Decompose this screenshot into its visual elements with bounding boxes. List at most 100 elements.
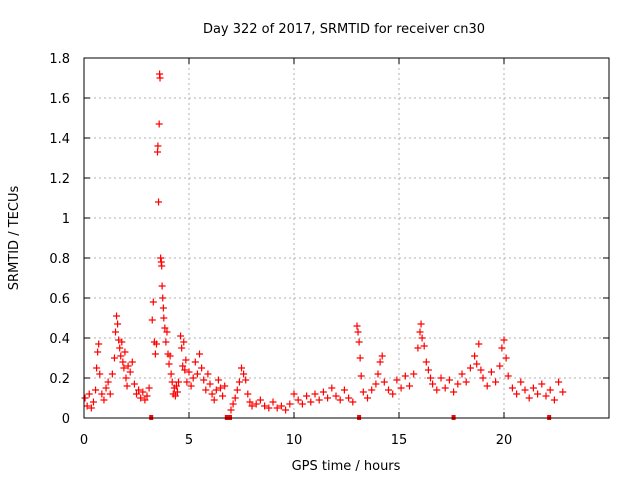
data-point	[269, 398, 277, 406]
chart-title: Day 322 of 2017, SRMTID for receiver cn3…	[203, 22, 485, 37]
data-point	[282, 406, 290, 414]
data-point	[389, 390, 397, 398]
data-point	[212, 386, 220, 394]
data-point	[149, 298, 157, 306]
data-point	[155, 198, 163, 206]
data-point	[130, 380, 138, 388]
x-tick-label: 20	[496, 433, 513, 448]
data-point	[110, 354, 118, 362]
data-point	[87, 404, 95, 412]
x-tick-label: 5	[185, 433, 193, 448]
data-point	[202, 386, 210, 394]
data-point	[542, 392, 550, 400]
data-point	[393, 376, 401, 384]
data-point	[498, 344, 506, 352]
data-point	[177, 332, 185, 340]
data-point	[217, 384, 224, 392]
data-point	[231, 394, 239, 402]
data-point	[162, 338, 170, 346]
data-point	[492, 378, 500, 386]
data-point	[233, 386, 241, 394]
data-point	[424, 366, 432, 374]
data-point	[119, 358, 127, 366]
data-point	[265, 404, 273, 412]
data-point	[546, 386, 554, 394]
data-point	[126, 368, 134, 376]
data-point	[117, 352, 125, 360]
data-point	[354, 328, 362, 336]
data-point	[534, 390, 542, 398]
data-point	[475, 340, 483, 348]
data-point	[219, 392, 227, 400]
data-point	[359, 388, 367, 396]
data-point	[106, 390, 114, 398]
data-point	[307, 398, 315, 406]
y-tick-labels: 0 0.2 0.4 0.6 0.8 1 1.2 1.4 1.6 1.8	[49, 52, 70, 427]
data-point	[414, 344, 422, 352]
data-point	[479, 374, 487, 382]
data-point	[206, 380, 214, 388]
data-point	[504, 372, 512, 380]
data-point	[113, 312, 121, 320]
data-point	[235, 378, 243, 386]
data-point	[121, 348, 129, 356]
data-point	[183, 378, 191, 386]
data-point	[204, 370, 212, 378]
x-tick-label: 15	[391, 433, 408, 448]
data-point	[445, 376, 453, 384]
data-point	[303, 392, 311, 400]
data-point	[166, 352, 174, 360]
data-point	[328, 384, 336, 392]
data-point	[240, 370, 248, 378]
data-point	[145, 384, 153, 392]
data-point	[332, 392, 340, 400]
data-point	[229, 400, 237, 408]
data-point	[151, 350, 159, 358]
data-point	[418, 334, 426, 342]
data-point	[483, 382, 491, 390]
data-point	[315, 396, 323, 404]
y-tick-label: 1	[62, 212, 70, 227]
data-point	[157, 254, 165, 262]
data-point	[559, 388, 567, 396]
data-point	[98, 390, 106, 398]
data-point	[200, 376, 208, 384]
data-point	[368, 386, 376, 394]
data-point	[349, 398, 357, 406]
data-point	[355, 338, 363, 346]
data-point	[154, 142, 162, 150]
data-point	[311, 390, 319, 398]
data-point	[422, 358, 430, 366]
x-tick-label: 0	[80, 433, 88, 448]
data-point	[248, 402, 256, 410]
data-point	[89, 398, 97, 406]
data-point	[102, 384, 110, 392]
data-point	[517, 378, 525, 386]
data-point	[208, 390, 216, 398]
data-point	[378, 352, 386, 360]
data-point	[172, 382, 180, 390]
data-point	[156, 74, 164, 82]
data-point	[420, 342, 428, 350]
data-point	[100, 396, 108, 404]
data-point	[160, 314, 168, 322]
data-point	[273, 404, 281, 412]
data-point	[185, 368, 193, 376]
data-point	[178, 344, 186, 352]
data-point	[454, 380, 462, 388]
data-point	[143, 392, 151, 400]
data-point	[242, 376, 250, 384]
data-point	[417, 320, 425, 328]
data-point	[227, 406, 235, 414]
data-point	[168, 378, 176, 386]
data-point	[104, 378, 112, 386]
data-point	[550, 396, 558, 404]
data-point	[159, 304, 167, 312]
data-point	[221, 382, 229, 390]
data-point	[458, 370, 466, 378]
y-tick-label: 1.4	[49, 132, 70, 147]
data-point	[364, 394, 371, 402]
data-point	[496, 362, 504, 370]
data-point	[521, 386, 529, 394]
